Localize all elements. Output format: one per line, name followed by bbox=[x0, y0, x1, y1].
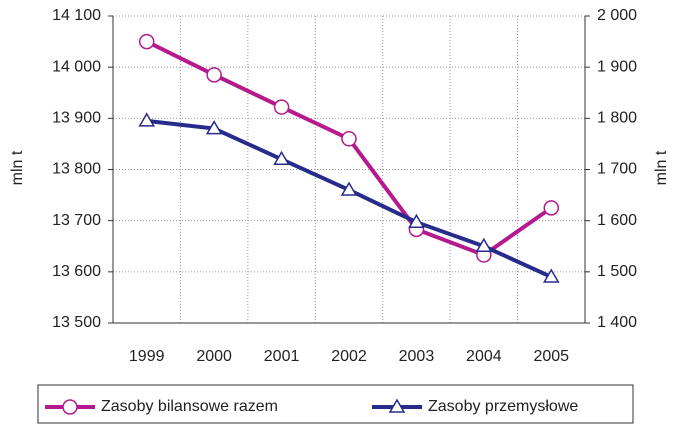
y-tick-label: 13 800 bbox=[52, 161, 101, 178]
y2-tick-label: 1 500 bbox=[597, 263, 637, 280]
marker bbox=[543, 200, 560, 216]
y2-axis-label: mln t bbox=[653, 150, 670, 185]
marker bbox=[542, 268, 560, 283]
x-tick-label: 2005 bbox=[533, 348, 569, 365]
marker bbox=[62, 399, 78, 415]
marker bbox=[388, 398, 406, 413]
y-axis-label: mln t bbox=[9, 150, 26, 185]
marker bbox=[138, 112, 156, 127]
marker bbox=[138, 33, 155, 50]
x-tick-label: 2001 bbox=[264, 348, 300, 365]
y2-tick-label: 1 400 bbox=[597, 314, 637, 331]
y2-tick-label: 2 000 bbox=[597, 7, 637, 24]
legend-label: Zasoby bilansowe razem bbox=[101, 398, 278, 415]
legend-label: Zasoby przemysłowe bbox=[428, 398, 578, 415]
marker bbox=[340, 181, 358, 196]
marker bbox=[205, 120, 223, 135]
y-tick-label: 14 000 bbox=[52, 58, 101, 75]
marker bbox=[408, 213, 425, 228]
x-tick-label: 1999 bbox=[129, 348, 165, 365]
y-tick-label: 13 700 bbox=[52, 212, 101, 229]
y2-tick-label: 1 900 bbox=[597, 58, 637, 75]
x-tick-label: 2002 bbox=[331, 348, 367, 365]
y2-tick-label: 1 700 bbox=[597, 161, 637, 178]
marker bbox=[341, 131, 357, 147]
y-tick-label: 13 600 bbox=[52, 263, 101, 280]
y-tick-label: 13 500 bbox=[52, 314, 101, 331]
y2-tick-label: 1 800 bbox=[597, 110, 637, 127]
y-tick-label: 13 900 bbox=[52, 110, 101, 127]
marker bbox=[206, 67, 222, 83]
legend-box bbox=[37, 384, 634, 424]
y2-tick-label: 1 600 bbox=[597, 212, 637, 229]
x-tick-label: 2003 bbox=[399, 348, 435, 365]
y-tick-label: 14 100 bbox=[52, 7, 101, 24]
marker bbox=[475, 237, 493, 252]
x-tick-label: 2000 bbox=[196, 348, 232, 365]
marker bbox=[273, 150, 290, 166]
x-tick-label: 2004 bbox=[466, 348, 502, 365]
marker bbox=[273, 99, 290, 115]
